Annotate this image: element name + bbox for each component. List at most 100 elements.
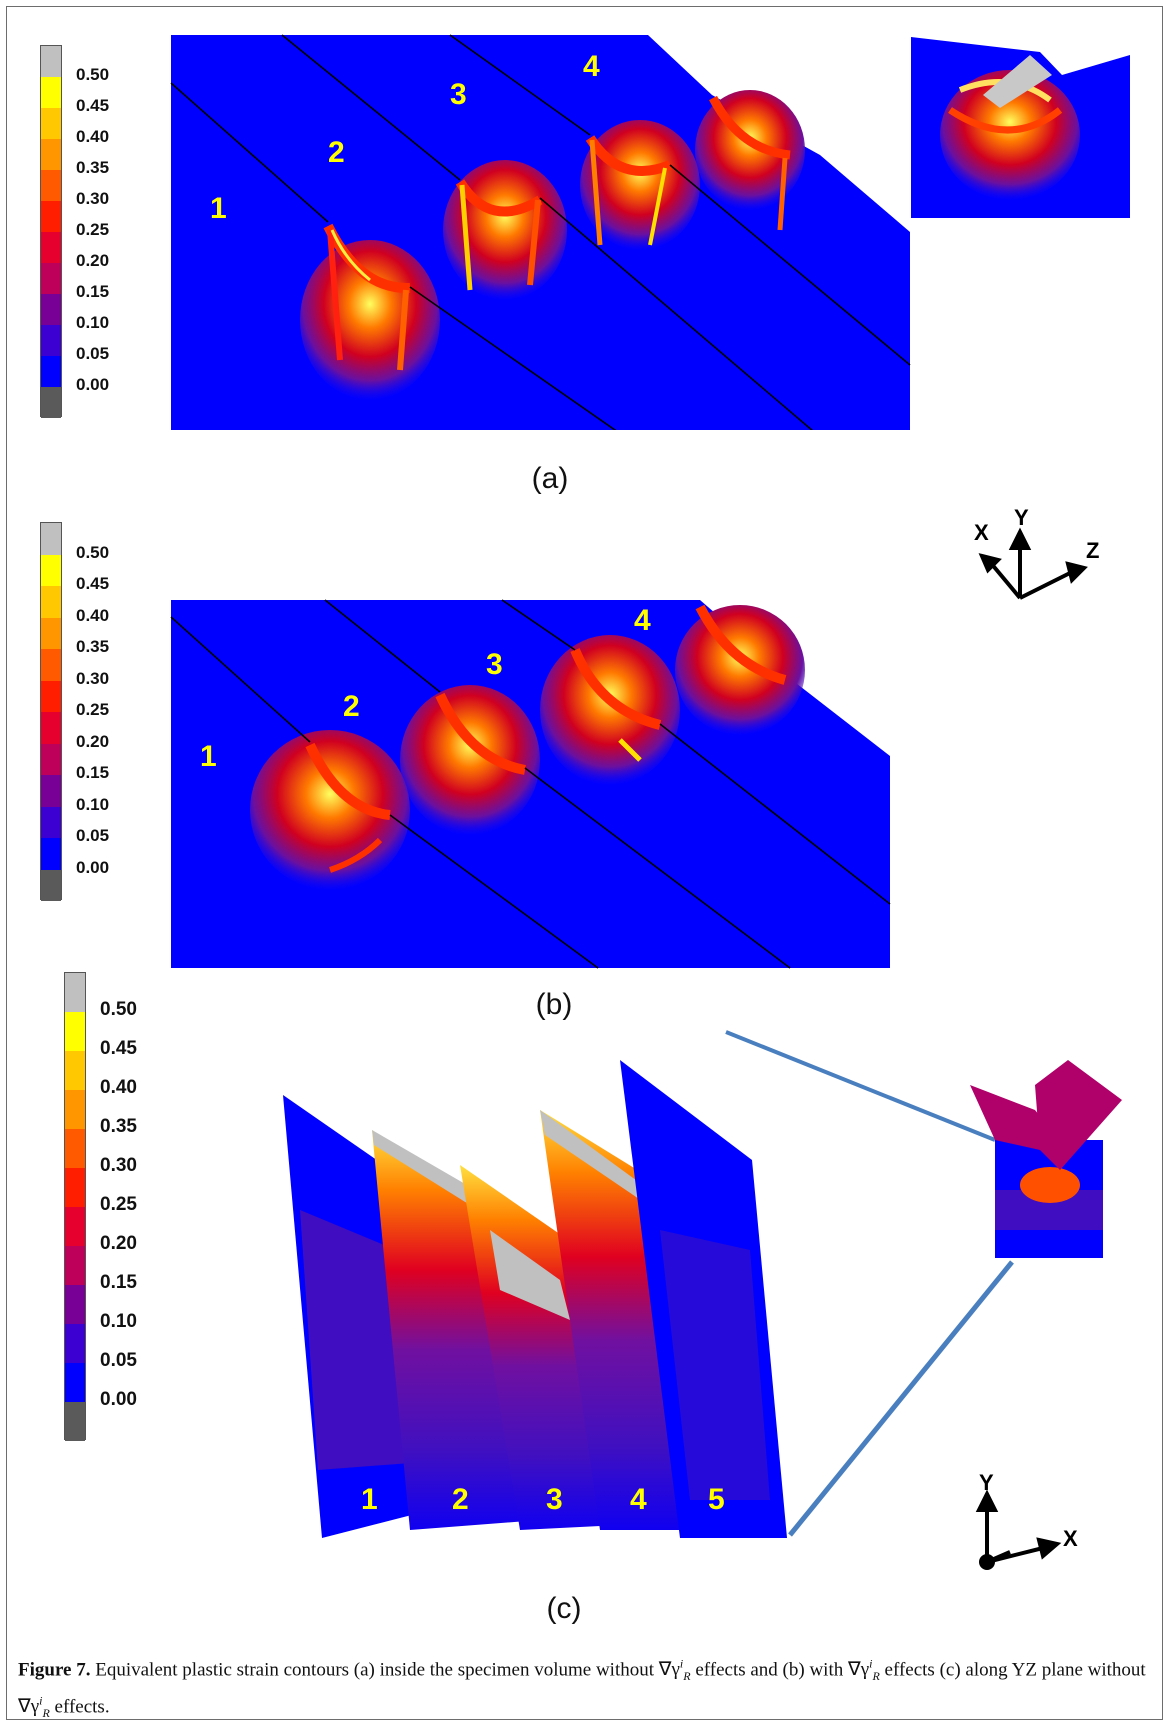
region-number: 3 (546, 1483, 563, 1516)
colorbar-segment (65, 1246, 85, 1285)
caption-figure-label: Figure 7. (18, 1659, 91, 1681)
colorbar-segment (41, 77, 61, 108)
colorbar-tick-label: 0.35 (76, 637, 110, 657)
axis-label-y: Y (1014, 505, 1029, 530)
colorbar-segment (41, 523, 61, 555)
colorbar-tick-label: 0.20 (76, 731, 110, 751)
colorbar-segment (41, 46, 61, 77)
indent-4-b (675, 604, 805, 735)
region-number: 5 (708, 1483, 725, 1516)
region-number: 2 (343, 690, 360, 723)
colorbar-tick-label: 0.25 (76, 220, 110, 240)
colorbar (40, 45, 62, 418)
colorbar-tick-label: 0.00 (100, 1389, 137, 1411)
colorbar-segment (41, 838, 61, 870)
colorbar-tick-label: 0.40 (76, 605, 110, 625)
colorbar-tick-label: 0.40 (76, 127, 110, 147)
colorbar-tick-label: 0.15 (76, 282, 110, 302)
colorbar-tick-label: 0.10 (76, 313, 110, 333)
colorbar-segment (41, 139, 61, 170)
colorbar-segment (65, 1051, 85, 1090)
section-lines-a (170, 34, 911, 430)
panel-label-c: (c) (546, 1592, 582, 1625)
colorbar (64, 972, 86, 1441)
inset-indenter-c (970, 1060, 1122, 1258)
indent-1-b (250, 730, 410, 890)
colorbar-tick-label: 0.50 (76, 542, 110, 562)
colorbar-segment (41, 201, 61, 232)
colorbar-segment (41, 712, 61, 744)
contour-panel-a (170, 34, 1130, 430)
colorbar-segment (65, 973, 85, 1012)
colorbar-tick-label: 0.10 (76, 794, 110, 814)
colorbar-tick-label: 0.25 (76, 700, 110, 720)
axis-triad-yx: Y X (975, 1470, 1078, 1570)
colorbar-segment (41, 586, 61, 618)
colorbar-segment (41, 232, 61, 263)
caption-text-2: effects and (b) with (690, 1659, 848, 1681)
colorbar-segment (41, 356, 61, 387)
colorbar-segment (65, 1168, 85, 1207)
contour-panel-b (170, 599, 891, 969)
colorbar-tick-label: 0.00 (76, 857, 110, 877)
indent-2-b (400, 685, 540, 835)
caption-text-4: effects. (49, 1696, 110, 1718)
colorbar-segment (65, 1402, 85, 1441)
region-number: 3 (450, 78, 467, 111)
colorbar-tick-label: 0.45 (100, 1038, 137, 1060)
colorbar-segment (41, 170, 61, 201)
colorbar (40, 522, 62, 901)
colorbar-segment (41, 775, 61, 807)
colorbar-segment (65, 1285, 85, 1324)
caption-text-3: effects (c) along YZ plane without (879, 1659, 1146, 1681)
colorbar-segment (65, 1363, 85, 1402)
colorbar-segment (65, 1324, 85, 1363)
caption-text-1: Equivalent plastic strain contours (a) i… (90, 1659, 659, 1681)
indent-3-b (540, 635, 680, 785)
colorbar-tick-label: 0.25 (100, 1194, 137, 1216)
region-number: 4 (583, 50, 600, 83)
colorbar-tick-label: 0.20 (100, 1233, 137, 1255)
colorbar-tick-label: 0.35 (76, 158, 110, 178)
colorbar-tick-label: 0.05 (76, 344, 110, 364)
axis-label-x: X (1063, 1526, 1078, 1551)
colorbar-segment (65, 1207, 85, 1246)
axis-label-z: Z (1086, 538, 1099, 563)
axis-label-y: Y (979, 1470, 994, 1495)
region-number: 4 (630, 1483, 647, 1516)
region-number: 1 (200, 740, 217, 773)
indent-2-a (443, 160, 567, 300)
colorbar-segment (41, 806, 61, 838)
axis-triad-xyz: X Y Z (974, 505, 1099, 600)
colorbar-segment (41, 649, 61, 681)
inset-3d-view-a (911, 37, 1130, 218)
indent-1-a (300, 223, 440, 400)
colorbar-tick-label: 0.30 (76, 189, 110, 209)
colorbar-segment (41, 294, 61, 325)
colorbar-tick-label: 0.45 (76, 96, 110, 116)
colorbar-segment (65, 1090, 85, 1129)
region-number: 3 (486, 648, 503, 681)
colorbar-tick-label: 0.45 (76, 574, 110, 594)
contour-panel-c (283, 1030, 1122, 1538)
colorbar-tick-label: 0.10 (100, 1311, 137, 1333)
figure-frame (6, 6, 1163, 1720)
colorbar-tick-label: 0.20 (76, 251, 110, 271)
section-lines-b (170, 599, 891, 969)
colorbar-tick-label: 0.30 (100, 1155, 137, 1177)
colorbar-tick-label: 0.05 (76, 826, 110, 846)
colorbar-tick-label: 0.40 (100, 1077, 137, 1099)
colorbar-segment (65, 1012, 85, 1051)
colorbar-tick-label: 0.50 (100, 999, 137, 1021)
colorbar-segment (41, 617, 61, 649)
axis-label-x: X (974, 520, 989, 545)
region-number: 2 (452, 1483, 469, 1516)
indent-4-a (695, 90, 805, 231)
colorbar-tick-label: 0.15 (100, 1272, 137, 1294)
colorbar-segment (41, 680, 61, 712)
region-number: 4 (634, 604, 651, 637)
figure-caption: Figure 7. Equivalent plastic strain cont… (18, 1652, 1158, 1726)
colorbar-segment (41, 869, 61, 901)
colorbar-segment (41, 387, 61, 418)
colorbar-segment (41, 263, 61, 294)
